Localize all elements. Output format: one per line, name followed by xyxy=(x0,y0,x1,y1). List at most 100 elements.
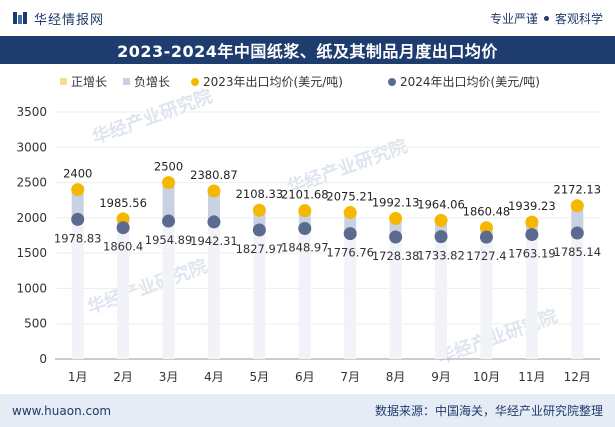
y-tick-label: 0 xyxy=(39,352,47,366)
point-2024 xyxy=(298,222,312,236)
x-tick-label: 12月 xyxy=(564,370,591,384)
grid xyxy=(55,111,600,360)
column-stem xyxy=(71,219,84,359)
brand: 华经情报网 xyxy=(12,9,104,28)
point-2024 xyxy=(570,226,584,240)
point-2024 xyxy=(479,230,493,244)
point-2023 xyxy=(207,184,221,198)
data-label-2024: 1728.38 xyxy=(372,249,420,263)
data-label-2024: 1727.4 xyxy=(466,249,506,263)
column-stem xyxy=(162,221,175,359)
data-label-2023: 2500 xyxy=(154,160,183,174)
footer: www.huaon.com 数据来源：中国海关，华经产业研究院整理 xyxy=(0,394,615,427)
legend-2023-icon xyxy=(191,78,199,86)
column-stem xyxy=(117,227,130,359)
column-stem xyxy=(207,221,220,359)
footer-website: www.huaon.com xyxy=(12,403,112,418)
data-label-2024: 1848.97 xyxy=(281,241,329,255)
legend-2024-icon xyxy=(388,78,396,86)
data-points xyxy=(71,176,584,244)
point-2023 xyxy=(479,221,493,235)
data-label-2024: 1860.4 xyxy=(103,240,143,254)
y-axis: 0 500 1000 1500 2000 2500 3000 3500 xyxy=(16,105,47,366)
x-tick-label: 6月 xyxy=(295,370,315,384)
point-2023 xyxy=(343,206,357,220)
x-tick-label: 7月 xyxy=(340,370,360,384)
point-2024 xyxy=(207,215,221,229)
column-stem xyxy=(389,237,402,359)
x-tick-label: 11月 xyxy=(518,370,545,384)
data-label-2024: 1785.14 xyxy=(554,245,602,259)
data-label-2023: 1964.06 xyxy=(417,197,465,211)
change-bar xyxy=(207,190,220,222)
data-label-2023: 1992.13 xyxy=(372,195,420,209)
legend-positive-icon xyxy=(60,78,67,85)
data-label-2023: 1939.23 xyxy=(508,199,556,213)
point-2023 xyxy=(525,215,539,229)
data-label-2023: 2101.68 xyxy=(281,188,329,202)
point-2023 xyxy=(298,204,312,218)
y-tick-label: 3000 xyxy=(16,140,47,154)
data-label-2023: 2380.87 xyxy=(190,168,238,182)
point-2024 xyxy=(389,230,403,244)
brand-name: 华经情报网 xyxy=(34,12,105,28)
top-bar: 华经情报网 专业严谨 客观科学 xyxy=(0,0,615,36)
separator-dot-icon xyxy=(543,15,549,21)
point-2024 xyxy=(116,221,130,235)
column-stem xyxy=(525,234,538,359)
y-tick-label: 2500 xyxy=(16,176,47,190)
point-2023 xyxy=(252,203,266,217)
column-stem xyxy=(435,236,448,359)
x-tick-label: 4月 xyxy=(204,370,224,384)
data-label-2024: 1763.19 xyxy=(508,247,556,261)
column-stem xyxy=(253,229,266,359)
x-tick-label: 9月 xyxy=(431,370,451,384)
data-label-2024: 1776.76 xyxy=(326,246,374,260)
brand-logo-icon xyxy=(13,12,27,24)
point-2024 xyxy=(525,228,539,242)
watermark-text: 华经产业研究院 xyxy=(84,255,210,319)
data-label-2023: 2075.21 xyxy=(326,190,374,204)
x-tick-label: 5月 xyxy=(250,370,270,384)
data-label-2023: 2172.13 xyxy=(554,183,602,197)
chart: 正增长 负增长 2023年出口均价(美元/吨) 2024年出口均价(美元/吨) … xyxy=(16,75,601,384)
data-label-2024: 1978.83 xyxy=(54,231,102,245)
data-label-2024: 1733.82 xyxy=(417,249,465,263)
chart-title: 2023-2024年中国纸浆、纸及其制品月度出口均价 xyxy=(0,36,615,64)
x-tick-label: 3月 xyxy=(159,370,179,384)
y-tick-label: 3500 xyxy=(16,105,47,119)
y-tick-label: 500 xyxy=(24,317,47,331)
point-2023 xyxy=(570,199,584,213)
watermark-text: 华经产业研究院 xyxy=(89,85,215,149)
point-2024 xyxy=(252,223,266,237)
column-stem xyxy=(480,237,493,359)
x-tick-label: 10月 xyxy=(473,370,500,384)
y-tick-label: 2000 xyxy=(16,211,47,225)
slogan-right: 客观科学 xyxy=(554,11,603,26)
point-2024 xyxy=(71,212,85,226)
column-stem xyxy=(298,228,311,359)
x-tick-label: 1月 xyxy=(68,370,88,384)
x-tick-label: 8月 xyxy=(386,370,406,384)
change-bar xyxy=(71,189,84,220)
point-2024 xyxy=(162,214,176,228)
point-2023 xyxy=(434,213,448,227)
x-tick-label: 2月 xyxy=(113,370,133,384)
slogan-left: 专业严谨 xyxy=(489,11,538,26)
legend-negative-label: 负增长 xyxy=(134,75,170,89)
data-label-2024: 1942.31 xyxy=(190,234,238,248)
change-bar xyxy=(162,182,175,222)
column-stem xyxy=(571,233,584,359)
column-stem xyxy=(344,233,357,359)
point-2023 xyxy=(71,183,85,197)
data-label-2023: 2400 xyxy=(63,167,92,181)
point-2023 xyxy=(162,176,176,190)
data-label-2023: 2108.33 xyxy=(236,187,284,201)
legend-positive-label: 正增长 xyxy=(71,75,107,89)
data-label-2023: 1985.56 xyxy=(99,196,147,210)
x-axis: 1月 2月 3月 4月 5月 6月 7月 8月 9月 10月 11月 12月 xyxy=(68,370,591,384)
data-labels: 2400 1978.83 1985.56 1860.4 2500 1954.89 2380.… xyxy=(54,160,601,264)
change-bar xyxy=(571,205,584,234)
point-2024 xyxy=(434,230,448,244)
legend-negative-icon xyxy=(123,78,130,85)
